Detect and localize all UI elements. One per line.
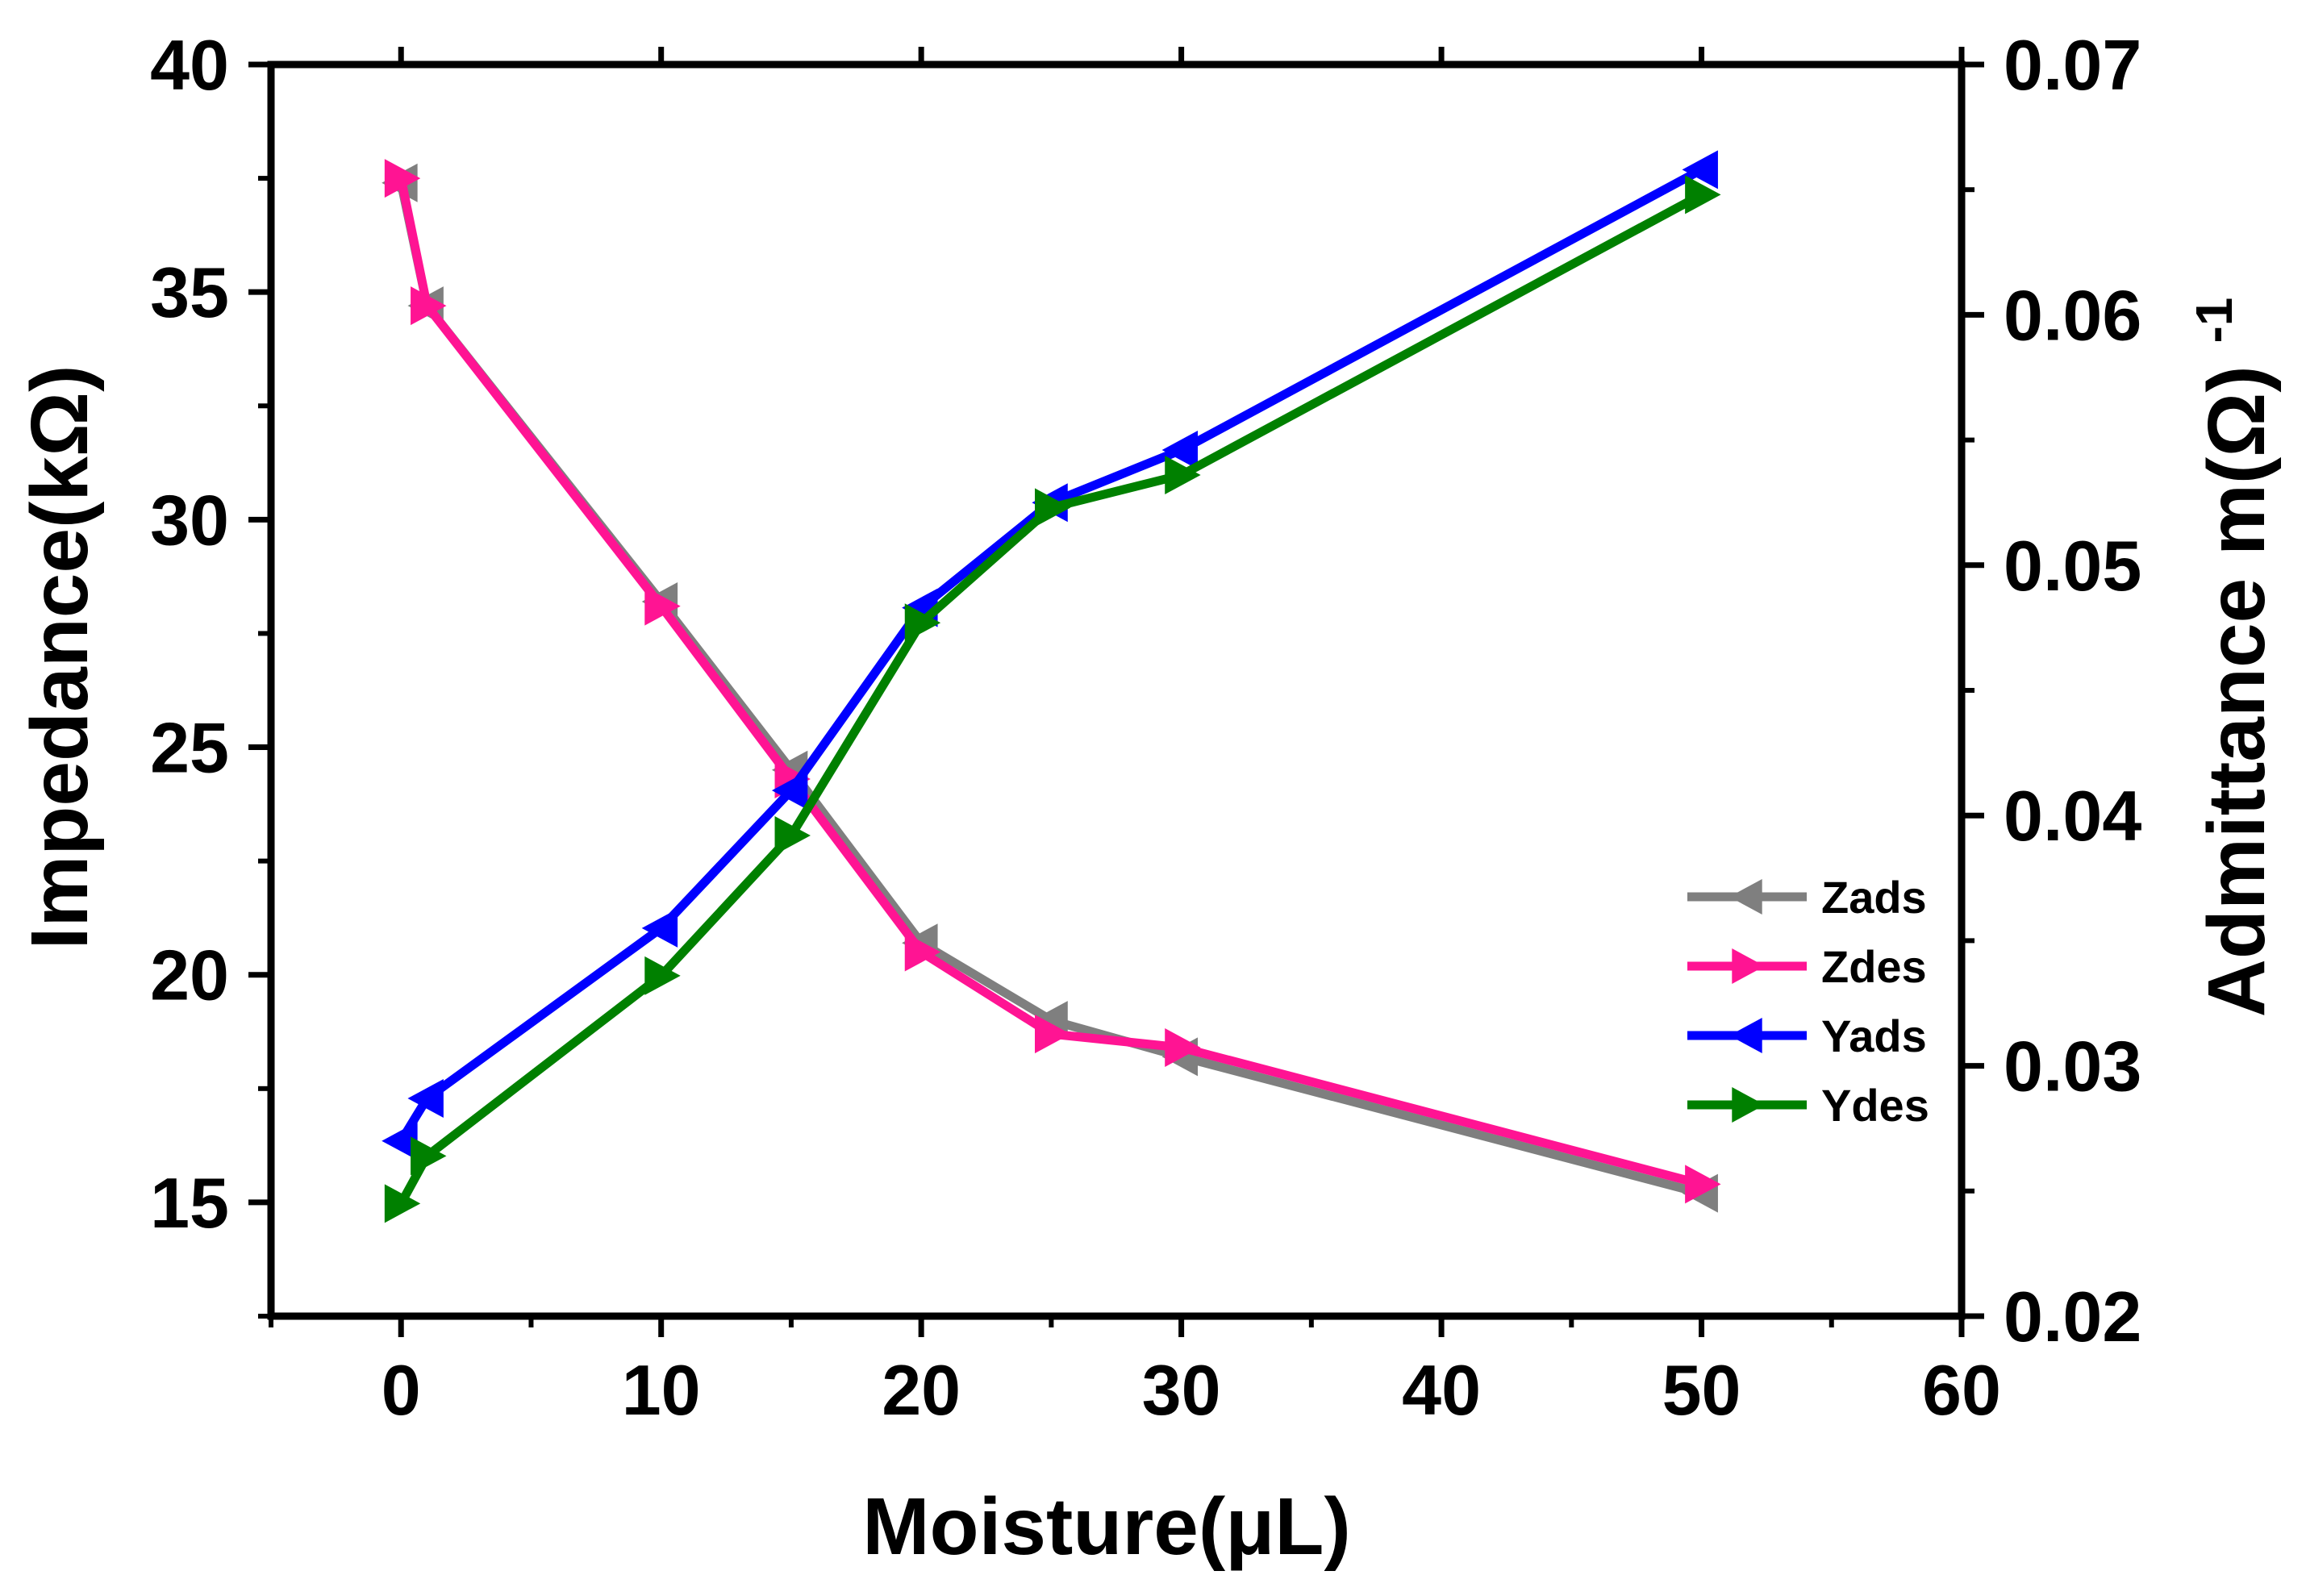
data-point-ydes [384, 1184, 421, 1223]
legend: Zads Zdes Yads Ydes [1687, 872, 1929, 1131]
data-point-ydes [1034, 488, 1071, 527]
y-left-tick-label: 15 [150, 1163, 229, 1243]
x-tick-label: 10 [622, 1350, 701, 1430]
data-point-yads [1161, 431, 1199, 470]
data-point-ydes [904, 603, 941, 643]
data-point-zdes [1165, 1028, 1201, 1068]
y-left-tick-label: 40 [150, 25, 229, 105]
data-point-zdes [1034, 1015, 1071, 1054]
data-point-yads [1682, 150, 1718, 190]
y-right-tick-label: 0.07 [2004, 25, 2141, 105]
plot-frame [267, 60, 1966, 1320]
data-point-zdes [411, 286, 447, 326]
legend-label-yads: Yads [1821, 1011, 1927, 1061]
x-tick-label: 20 [882, 1350, 961, 1430]
data-point-ydes [774, 816, 811, 856]
y-right-tick-label: 0.04 [2004, 776, 2141, 856]
x-tick-label: 40 [1402, 1350, 1481, 1430]
data-point-yads [641, 908, 678, 948]
y-left-axis: 15 20 25 30 35 40 [150, 25, 271, 1319]
series-ydes [384, 175, 1721, 1223]
y-left-axis-title: Impedance(kΩ) [15, 365, 105, 950]
y-left-tick-label: 20 [150, 936, 229, 1015]
legend-marker-yads [1729, 1018, 1762, 1053]
y-right-axis-title: Admittance m(Ω) -1 [2185, 298, 2282, 1018]
x-tick-label: 60 [1922, 1350, 2001, 1430]
legend-label-ydes: Ydes [1821, 1080, 1929, 1131]
y-right-tick-label: 0.02 [2004, 1277, 2141, 1356]
y-left-tick-label: 25 [150, 708, 229, 788]
legend-marker-zads [1729, 879, 1762, 915]
y-right-tick-label: 0.03 [2004, 1027, 2141, 1106]
data-point-zdes [904, 932, 941, 972]
legend-marker-ydes [1732, 1087, 1765, 1123]
x-axis-title: Moisture(μL) [862, 1481, 1351, 1572]
y-left-tick-label: 30 [150, 480, 229, 560]
data-point-yads [771, 771, 808, 811]
plot-border [267, 60, 1966, 1320]
data-point-ydes [1685, 175, 1721, 215]
x-tick-label: 50 [1662, 1350, 1741, 1430]
data-point-ydes [644, 956, 681, 995]
data-point-zdes [1685, 1165, 1721, 1204]
data-point-ydes [411, 1136, 447, 1176]
data-point-zdes [384, 159, 421, 198]
series-yads [382, 150, 1718, 1161]
series-zads [382, 163, 1718, 1213]
x-axis: 0 10 20 30 40 50 60 [269, 47, 2001, 1430]
legend-label-zads: Zads [1821, 872, 1927, 923]
legend-marker-zdes [1732, 948, 1765, 984]
y-right-tick-label: 0.05 [2004, 526, 2141, 606]
y-left-tick-label: 35 [150, 252, 229, 332]
data-point-yads [407, 1078, 444, 1118]
series-line-ydes [397, 190, 1704, 1206]
x-tick-label: 30 [1142, 1350, 1221, 1430]
y-right-axis-title-sup: -1 [2185, 298, 2243, 344]
x-tick-label: 0 [382, 1350, 421, 1430]
y-right-axis: 0.02 0.03 0.04 0.05 0.06 0.07 [1962, 25, 2141, 1356]
data-point-yads [382, 1121, 418, 1161]
data-point-zdes [644, 586, 681, 626]
legend-label-zdes: Zdes [1821, 941, 1927, 992]
series-zdes [384, 159, 1721, 1204]
series-line-yads [397, 165, 1704, 1144]
y-right-axis-title-base: Admittance m(Ω) [2191, 365, 2282, 1017]
y-right-tick-label: 0.06 [2004, 275, 2141, 355]
data-point-ydes [1165, 456, 1201, 495]
series-line-zdes [396, 177, 1703, 1189]
series-layer [382, 150, 1721, 1223]
